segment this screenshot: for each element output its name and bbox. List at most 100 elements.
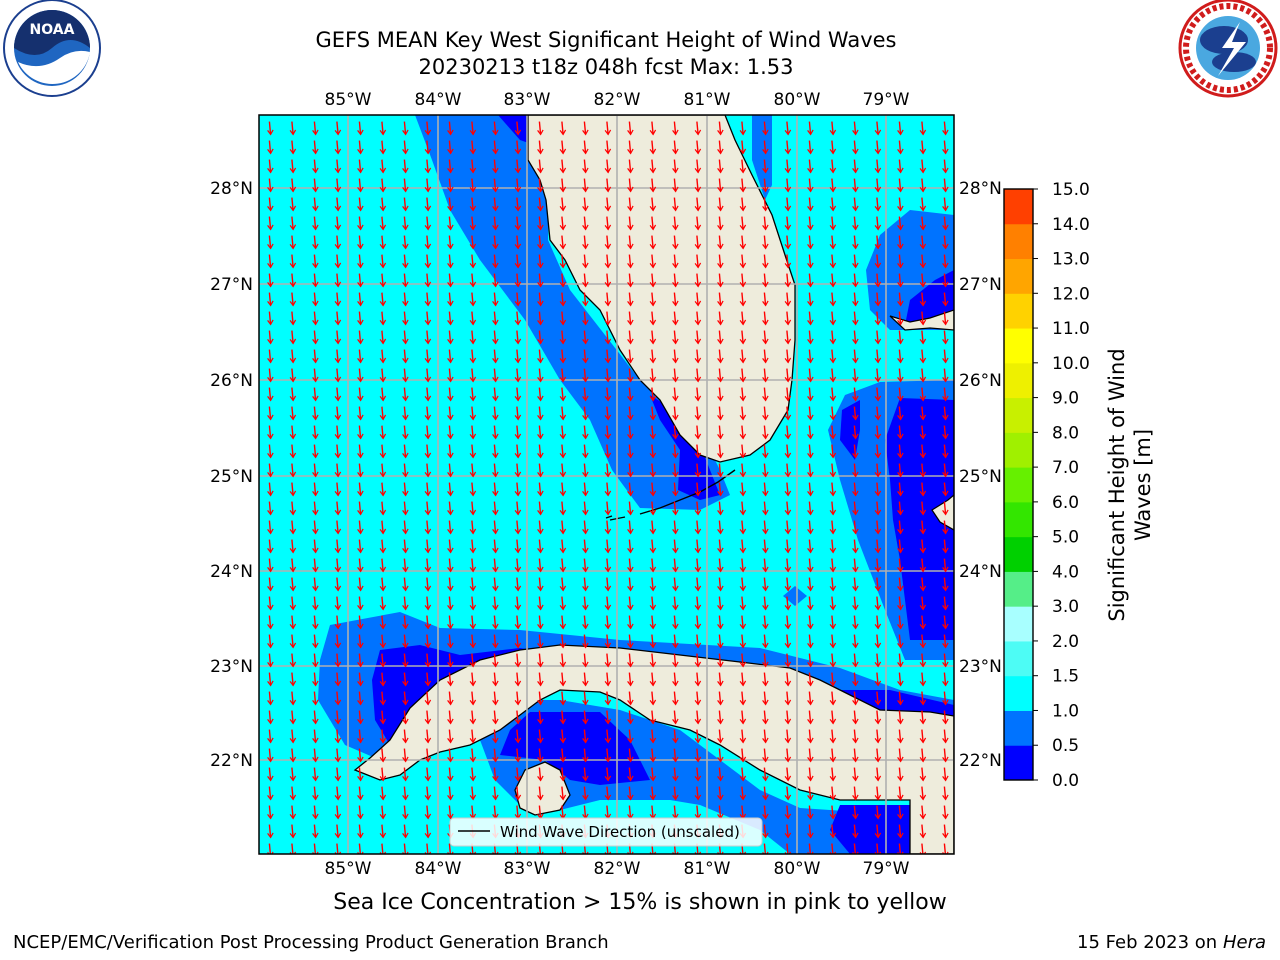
wave-direction-arrowhead bbox=[357, 338, 364, 345]
wave-direction-arrow bbox=[651, 140, 654, 154]
wave-direction-arrowhead bbox=[829, 319, 837, 326]
wave-direction-arrowhead bbox=[357, 167, 364, 174]
wave-direction-arrow bbox=[313, 539, 317, 553]
wave-direction-arrow bbox=[538, 463, 542, 477]
wave-direction-arrow bbox=[448, 311, 452, 325]
wave-direction-arrow bbox=[718, 615, 722, 629]
wave-direction-arrowhead bbox=[379, 357, 387, 364]
wave-direction-arrow bbox=[448, 710, 452, 724]
wave-direction-arrow bbox=[448, 805, 452, 819]
wave-direction-arrowhead bbox=[852, 737, 859, 744]
wave-direction-arrow bbox=[561, 311, 564, 325]
wave-direction-arrowhead bbox=[447, 205, 454, 212]
wave-direction-arrow bbox=[786, 216, 789, 230]
wave-direction-arrowhead bbox=[514, 718, 522, 725]
wave-direction-arrow bbox=[493, 216, 497, 230]
wave-direction-arrow bbox=[696, 482, 699, 496]
wave-direction-arrow bbox=[741, 387, 744, 401]
wave-direction-arrowhead bbox=[762, 224, 769, 231]
wave-direction-arrowhead bbox=[492, 566, 499, 573]
wave-direction-arrow bbox=[606, 805, 609, 819]
wave-direction-arrowhead bbox=[289, 718, 297, 725]
wave-direction-arrow bbox=[763, 254, 767, 268]
wave-direction-arrowhead bbox=[379, 566, 387, 573]
wave-direction-arrowhead bbox=[537, 224, 544, 231]
wave-direction-arrow bbox=[471, 444, 474, 458]
wave-direction-arrowhead bbox=[447, 243, 454, 250]
wave-direction-arrow bbox=[583, 691, 587, 705]
wave-direction-arrow bbox=[381, 767, 384, 781]
wave-direction-arrowhead bbox=[717, 566, 724, 573]
wave-direction-arrowhead bbox=[267, 300, 274, 307]
wave-direction-arrowhead bbox=[514, 775, 522, 782]
wave-direction-arrow bbox=[313, 159, 317, 173]
wave-direction-arrowhead bbox=[784, 281, 792, 288]
wave-direction-arrowhead bbox=[717, 129, 724, 136]
wave-direction-arrowhead bbox=[447, 756, 454, 763]
wave-direction-arrowhead bbox=[694, 186, 702, 193]
wave-direction-arrow bbox=[606, 254, 609, 268]
wave-direction-arrowhead bbox=[514, 604, 522, 611]
wave-direction-arrow bbox=[763, 805, 767, 819]
wave-direction-arrowhead bbox=[379, 148, 387, 155]
wave-direction-arrowhead bbox=[604, 528, 612, 535]
wave-direction-arrow bbox=[313, 121, 317, 135]
wave-direction-arrowhead bbox=[717, 509, 724, 516]
wave-direction-arrowhead bbox=[334, 471, 342, 478]
wave-direction-arrow bbox=[381, 748, 384, 762]
wave-direction-arrow bbox=[291, 691, 294, 705]
wave-direction-arrow bbox=[876, 178, 879, 192]
colorbar-tick-label: 15.0 bbox=[1052, 180, 1090, 200]
wave-direction-arrow bbox=[561, 254, 564, 268]
wave-direction-arrowhead bbox=[942, 148, 949, 155]
wave-direction-arrowhead bbox=[289, 680, 297, 687]
wave-direction-arrowhead bbox=[897, 452, 904, 459]
wave-direction-arrow bbox=[448, 273, 452, 287]
wave-direction-arrowhead bbox=[919, 585, 927, 592]
wave-direction-arrowhead bbox=[807, 756, 814, 763]
wave-direction-arrow bbox=[403, 387, 407, 401]
wave-direction-arrowhead bbox=[784, 300, 792, 307]
wave-direction-arrowhead bbox=[267, 224, 274, 231]
wave-direction-arrowhead bbox=[627, 395, 634, 402]
wave-direction-arrowhead bbox=[739, 129, 747, 136]
wave-direction-arrowhead bbox=[469, 205, 477, 212]
wave-direction-arrow bbox=[628, 121, 632, 135]
wave-direction-arrow bbox=[718, 140, 722, 154]
wave-direction-arrow bbox=[403, 406, 407, 420]
wave-direction-arrowhead bbox=[762, 414, 769, 421]
wave-direction-arrowhead bbox=[267, 319, 274, 326]
wave-direction-arrow bbox=[606, 729, 609, 743]
wave-direction-arrow bbox=[921, 748, 924, 762]
wave-direction-arrowhead bbox=[402, 281, 409, 288]
wave-direction-arrowhead bbox=[379, 661, 387, 668]
wave-direction-arrowhead bbox=[739, 300, 747, 307]
wave-direction-arrowhead bbox=[672, 186, 679, 193]
wave-direction-arrowhead bbox=[627, 205, 634, 212]
wave-direction-arrow bbox=[358, 691, 362, 705]
wave-direction-arrowhead bbox=[672, 129, 679, 136]
wave-direction-arrow bbox=[268, 235, 272, 249]
wave-direction-arrowhead bbox=[559, 661, 567, 668]
wave-direction-arrowhead bbox=[784, 528, 792, 535]
wave-direction-arrow bbox=[448, 387, 452, 401]
wave-direction-arrowhead bbox=[537, 585, 544, 592]
wave-direction-arrow bbox=[696, 140, 699, 154]
wave-direction-arrow bbox=[808, 691, 812, 705]
wave-direction-arrowhead bbox=[942, 433, 949, 440]
wave-direction-arrow bbox=[471, 330, 474, 344]
wave-direction-arrow bbox=[516, 729, 519, 743]
wave-direction-arrowhead bbox=[919, 376, 927, 383]
wave-direction-arrowhead bbox=[289, 699, 297, 706]
wave-direction-arrow bbox=[808, 216, 812, 230]
wave-direction-arrowhead bbox=[402, 756, 409, 763]
wave-direction-arrowhead bbox=[402, 794, 409, 801]
wave-direction-arrow bbox=[471, 216, 474, 230]
wave-direction-arrowhead bbox=[672, 224, 679, 231]
wave-direction-arrowhead bbox=[874, 585, 882, 592]
wave-direction-arrow bbox=[583, 767, 587, 781]
wave-direction-arrow bbox=[358, 140, 362, 154]
wave-direction-arrow bbox=[696, 577, 699, 591]
wave-direction-arrow bbox=[853, 159, 857, 173]
